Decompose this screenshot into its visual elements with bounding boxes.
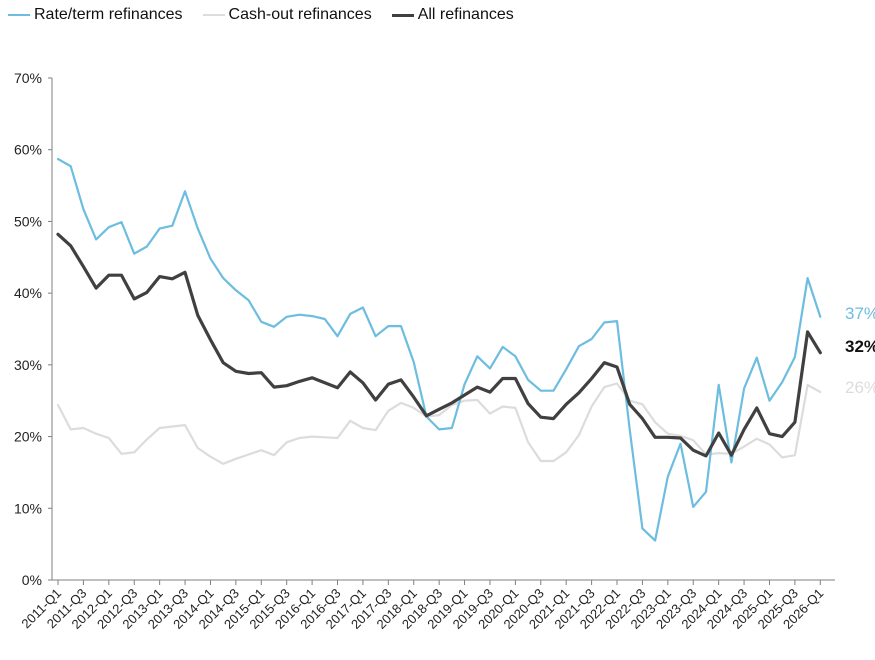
y-tick-label: 10% <box>14 500 42 516</box>
series-line-all <box>56 232 822 458</box>
y-axis-tick-labels: 0% 10% 20% 30% 40% 50% 60% 70% <box>14 70 52 588</box>
y-tick-label: 60% <box>14 142 42 158</box>
chart-legend: Rate/term refinances Cash-out refinances… <box>8 6 514 24</box>
series-line-rate-term <box>56 157 822 542</box>
legend-item-cash-out: Cash-out refinances <box>202 6 372 24</box>
series-line-cash-out <box>56 382 822 465</box>
end-label-cash-out: 26% <box>845 378 875 397</box>
legend-item-rate-term: Rate/term refinances <box>8 6 183 24</box>
y-tick-label: 40% <box>14 285 42 301</box>
legend-label-all: All refinances <box>417 6 514 23</box>
legend-swatch-rate-term <box>8 14 30 16</box>
legend-item-all: All refinances <box>391 6 514 24</box>
chart-series-lines <box>56 157 822 542</box>
legend-swatch-cash-out <box>202 14 225 16</box>
legend-label-rate-term: Rate/term refinances <box>34 6 183 23</box>
y-tick-label: 0% <box>22 572 42 588</box>
y-tick-label: 50% <box>14 213 42 229</box>
y-tick-label: 70% <box>14 70 42 86</box>
end-label-rate-term: 37% <box>845 304 875 323</box>
end-label-all: 32% <box>845 337 875 356</box>
y-tick-label: 30% <box>14 357 42 373</box>
series-end-labels: 37% 26% 32% <box>845 304 875 397</box>
chart-axes <box>51 78 835 581</box>
legend-label-cash-out: Cash-out refinances <box>228 6 372 23</box>
x-axis-tick-labels: 2011-Q12011-Q32012-Q12012-Q32013-Q12013-… <box>18 580 826 632</box>
legend-swatch-all <box>391 13 414 17</box>
y-tick-label: 20% <box>14 429 42 445</box>
